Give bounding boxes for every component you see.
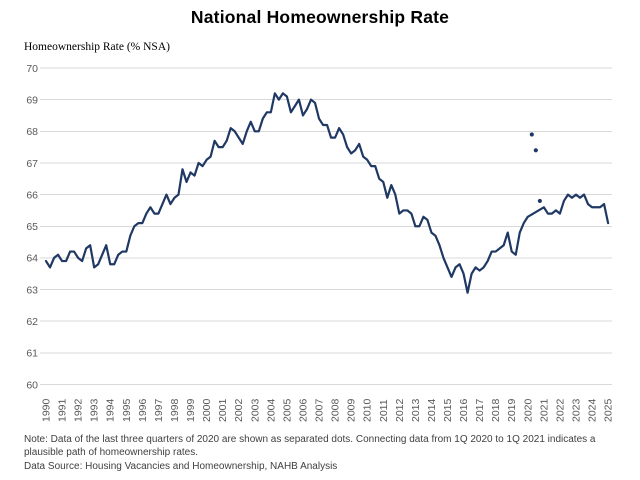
x-axis-tick-label: 1991 [57, 398, 69, 422]
y-axis-tick-label: 62 [26, 316, 38, 328]
separated-dot [537, 198, 542, 204]
x-axis-tick-label: 2018 [490, 398, 502, 422]
x-axis-tick-label: 2007 [314, 398, 326, 422]
x-axis-tick-label: 2017 [474, 398, 486, 422]
x-axis-tick-label: 2025 [603, 398, 615, 422]
y-axis-tick-label: 69 [26, 94, 38, 106]
x-axis-tick-label: 2006 [297, 398, 309, 422]
y-axis-tick-label: 70 [26, 63, 38, 75]
x-axis-tick-label: 2010 [362, 398, 374, 422]
y-axis-tick-label: 68 [26, 126, 38, 138]
x-axis-tick-label: 1999 [185, 398, 197, 422]
x-axis-tick-label: 1990 [41, 398, 53, 422]
y-axis-tick-label: 67 [26, 158, 38, 170]
separated-dot [529, 132, 534, 137]
y-axis-tick-label: 61 [26, 348, 38, 360]
x-axis-tick-label: 1995 [121, 398, 133, 422]
x-axis-tick-label: 2023 [570, 398, 582, 422]
x-axis-tick-label: 2021 [538, 398, 550, 422]
x-axis-tick-label: 1998 [169, 398, 181, 422]
x-axis-tick-label: 2016 [458, 398, 470, 422]
y-axis-tick-label: 63 [26, 284, 38, 296]
x-axis-tick-label: 1992 [73, 398, 85, 422]
y-axis-tick-label: 66 [26, 189, 38, 201]
chart-title: National Homeownership Rate [190, 7, 450, 27]
x-axis-tick-label: 2011 [378, 399, 390, 422]
x-axis-tick-label: 2003 [249, 398, 261, 422]
x-axis-tick-label: 2000 [201, 398, 213, 422]
x-axis-tick-label: 1996 [137, 398, 149, 422]
x-axis-tick-label: 2002 [233, 398, 245, 422]
x-axis-tick-label: 2004 [265, 398, 277, 422]
x-axis-tick-label: 2022 [554, 398, 566, 422]
x-axis-tick-label: 1997 [153, 398, 165, 422]
y-axis-title: Homeownership Rate (% NSA) [24, 41, 170, 53]
separated-dot [533, 148, 538, 153]
x-axis-tick-label: 2013 [410, 398, 422, 422]
x-axis-tick-label: 2014 [426, 398, 438, 422]
x-axis-tick-label: 2019 [506, 398, 518, 422]
homeownership-rate-plot: 60 61 62 63 64 65 66 67 68 69 70 1990 1991 1992 1993 19… [26, 63, 615, 422]
x-axis-tick-label: 2015 [442, 398, 454, 422]
y-axis-tick-label: 60 [26, 379, 38, 391]
rate-line [44, 92, 610, 294]
x-axis-tick-label: 2020 [522, 398, 534, 422]
y-axis-tick-label: 64 [26, 253, 38, 265]
x-axis-tick-label: 1994 [105, 398, 117, 422]
x-axis-tick-label: 2024 [587, 398, 599, 422]
x-axis-tick-label: 2008 [330, 398, 342, 422]
data-source: Data Source: Housing Vacancies and Homeo… [24, 461, 338, 472]
y-axis-tick-label: 65 [26, 221, 38, 233]
x-axis-tick-label: 2009 [346, 398, 358, 422]
x-axis-tick-label: 2005 [281, 398, 293, 422]
x-axis-tick-label: 2012 [394, 398, 406, 422]
x-axis-tick-label: 2001 [217, 398, 229, 422]
x-axis-tick-label: 1993 [89, 398, 101, 422]
chart-note: Note: Data of the last three quarters of… [24, 434, 596, 458]
